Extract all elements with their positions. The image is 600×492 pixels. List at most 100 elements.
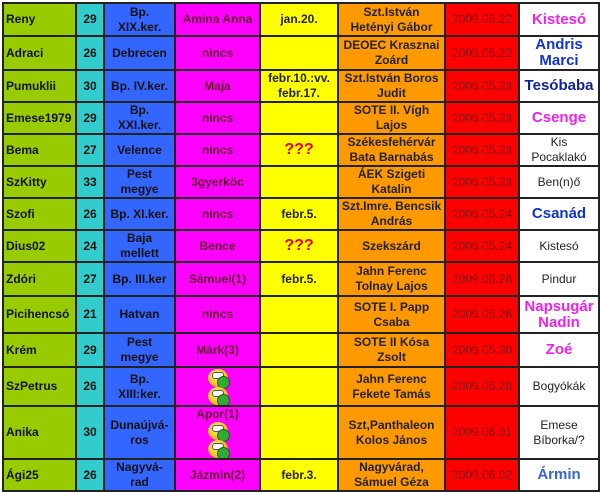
smiley-pacifier-icon	[207, 440, 230, 457]
baby-name-cell-text: Pindur	[541, 271, 577, 286]
city-cell: Bp. XXI.ker.	[103, 101, 176, 135]
date-cell: febr.5.	[259, 197, 339, 231]
age-cell: 24	[75, 229, 105, 263]
name-cell-text: Anika	[6, 425, 39, 439]
date-cell	[259, 366, 339, 407]
name-cell-text: Adraci	[6, 45, 44, 60]
city-cell-text: Bp. IV.ker.	[111, 78, 168, 93]
baby-name-cell: Zoé	[518, 332, 600, 368]
city-cell-text: Baja mellett	[120, 231, 159, 260]
hospital-cell-text: ÁEK Szigeti Katalin	[357, 167, 426, 196]
city-cell-text: Bp. XI.ker.	[110, 206, 169, 221]
name-cell: Zdóri	[2, 261, 77, 297]
kids-cell-text: Bence	[199, 238, 236, 253]
smiley-pacifier-icon	[207, 422, 230, 442]
date-cell	[259, 332, 339, 368]
hospital-cell-text: Szt.Imre. Bencsik András	[341, 199, 442, 228]
age-cell-text: 29	[83, 12, 97, 26]
due-date-cell-text: 2009.05.28	[451, 379, 513, 393]
hospital-cell: SOTE II Kósa Zsolt	[337, 332, 446, 368]
due-date-cell: 2009.05.26	[444, 295, 520, 334]
name-cell-text: Bema	[6, 142, 39, 157]
date-cell: ???	[259, 133, 339, 167]
kids-cell: nincs	[174, 101, 261, 135]
city-cell-text: Pest megye	[120, 167, 159, 196]
date-cell	[259, 295, 339, 334]
table-row: Adraci 26 Debrecen nincs DEOEC Krasznai Zoár…	[2, 35, 600, 71]
name-cell: SzPetrus	[2, 366, 77, 407]
hospital-cell: ÁEK Szigeti Katalin	[337, 165, 446, 199]
baby-name-cell: Ben(n)ő	[518, 165, 600, 199]
hospital-cell-text: Szt.István Boros Judit	[344, 71, 439, 100]
name-cell: SzKitty	[2, 165, 77, 199]
date-cell	[259, 405, 339, 460]
date-cell	[259, 35, 339, 71]
hospital-cell-text: SOTE II. Vígh Lajos	[353, 103, 430, 132]
baby-name-cell: Kistesó	[518, 2, 600, 37]
kids-cell: Jázmin(2)	[174, 458, 261, 492]
baby-name-cell: Pindur	[518, 261, 600, 297]
kids-cell: nincs	[174, 197, 261, 231]
hospital-cell: DEOEC Krasznai Zoárd	[337, 35, 446, 71]
age-cell-text: 27	[83, 142, 97, 157]
city-cell: Baja mellett	[103, 229, 176, 263]
baby-name-cell: Emese Bíborka/?	[518, 405, 600, 460]
date-cell-text: jan.20.	[280, 12, 318, 26]
age-cell: 29	[75, 332, 105, 368]
kids-cell-text: nincs	[201, 142, 234, 157]
baby-name-cell-text: Emese Bíborka/?	[533, 417, 585, 447]
kids-cell-text: Sámuel(1)	[188, 271, 247, 286]
date-cell: ???	[259, 229, 339, 263]
age-cell: 26	[75, 366, 105, 407]
due-date-cell-text: 2009.05.23	[451, 142, 513, 157]
hospital-cell: SOTE II. Vígh Lajos	[337, 101, 446, 135]
city-cell: Bp. XIX.ker.	[103, 2, 176, 37]
hospital-cell-text: Jahn Ferenc Fekete Tamás	[352, 371, 431, 401]
due-date-cell-text: 2009.05.22	[451, 12, 513, 26]
kids-cell: nincs	[174, 35, 261, 71]
kids-cell-text: 3gyerkőc	[191, 174, 244, 189]
kids-cell-text: Jázmin(2)	[189, 467, 246, 482]
due-date-cell: 2009.05.28	[444, 366, 520, 407]
name-cell: Reny	[2, 2, 77, 37]
name-cell: Ági25	[2, 458, 77, 492]
city-cell: Dunaújvá-ros	[103, 405, 176, 460]
kids-cell: 3gyerkőc	[174, 165, 261, 199]
age-cell-text: 30	[83, 78, 97, 93]
name-cell-text: Ági25	[6, 467, 39, 482]
hospital-cell-text: Nagyvárad, Sámuel Géza	[354, 460, 429, 489]
baby-name-cell-text: Ármin	[537, 466, 581, 483]
due-date-cell: 2009.05.23	[444, 101, 520, 135]
kids-cell-text: Apor(1)	[196, 407, 239, 421]
due-date-cell: 2009.05.23	[444, 69, 520, 103]
age-cell-text: 27	[83, 271, 97, 286]
table-row: Szofi 26 Bp. XI.ker. nincs febr.5. Szt.Imre. …	[2, 197, 600, 231]
table-row: Ági25 26 Nagyvá-rad Jázmin(2) febr.3. Nagyvár…	[2, 458, 600, 492]
table-row: Emese1979 29 Bp. XXI.ker. nincs SOTE II. Víg…	[2, 101, 600, 135]
name-cell: Picihencsó	[2, 295, 77, 334]
name-cell-text: Pumuklii	[6, 78, 57, 93]
due-date-cell: 2009.05.22	[444, 35, 520, 71]
kids-cell: Maja	[174, 69, 261, 103]
date-cell-text: febr.3.	[281, 467, 317, 482]
table-row: Pumuklii 30 Bp. IV.ker. Maja febr.10.:vv. fe…	[2, 69, 600, 103]
baby-name-cell: Kistesó	[518, 229, 600, 263]
due-date-cell: 2009.05.30	[444, 332, 520, 368]
age-cell: 29	[75, 2, 105, 37]
name-cell: Pumuklii	[2, 69, 77, 103]
baby-name-cell-text: Kistesó	[539, 238, 579, 253]
city-cell: Nagyvá-rad	[103, 458, 176, 492]
baby-name-cell: Tesóbaba	[518, 69, 600, 103]
due-date-cell: 2009.05.24	[444, 197, 520, 231]
table-row: Anika 30 Dunaújvá-ros Apor(1) Szt,Panthaleon…	[2, 405, 600, 460]
city-cell-text: Velence	[117, 142, 162, 157]
hospital-cell: Szt.István Hetényi Gábor	[337, 2, 446, 37]
due-date-cell-text: 2009.05.30	[451, 342, 513, 357]
kids-cell-text: nincs	[201, 307, 234, 321]
baby-name-cell-text: Andris Marci	[535, 36, 583, 69]
name-cell: Emese1979	[2, 101, 77, 135]
smiley-pacifier-icon	[207, 369, 230, 389]
date-cell	[259, 165, 339, 199]
table-row: SzKitty 33 Pest megye 3gyerkőc ÁEK Szigeti K…	[2, 165, 600, 199]
